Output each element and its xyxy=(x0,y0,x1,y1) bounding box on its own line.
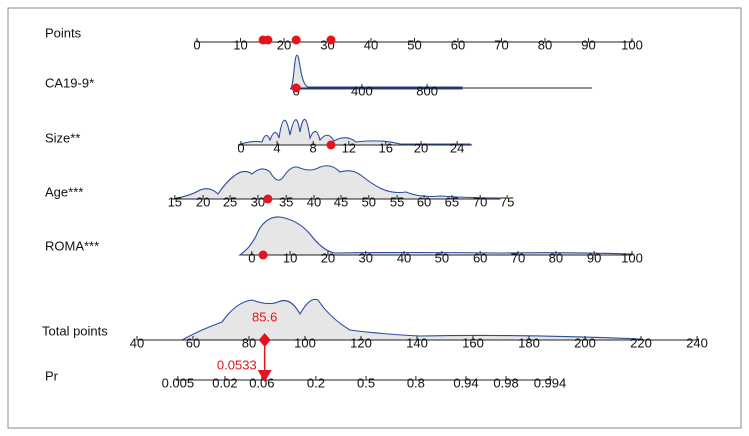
tick-label: 0.2 xyxy=(307,375,325,390)
row-label: Total points xyxy=(42,323,108,338)
tick-label: 65 xyxy=(445,194,459,209)
tick-label: 60 xyxy=(451,37,465,52)
tick-label: 70 xyxy=(494,37,508,52)
tick-label: 0.005 xyxy=(162,375,195,390)
tick-label: 80 xyxy=(549,250,563,265)
tick-label: 50 xyxy=(407,37,421,52)
tick-label: 0.994 xyxy=(534,375,567,390)
tick-label: 40 xyxy=(307,194,321,209)
tick-label: 50 xyxy=(362,194,376,209)
tick-label: 20 xyxy=(277,37,291,52)
tick-label: 40 xyxy=(364,37,378,52)
tick-label: 80 xyxy=(242,335,256,350)
tick-label: 0.02 xyxy=(212,375,237,390)
points-dot xyxy=(326,35,336,45)
tick-label: 80 xyxy=(538,37,552,52)
tick-label: 0.5 xyxy=(357,375,375,390)
tick-label: 70 xyxy=(511,250,525,265)
tick-label: 40 xyxy=(397,250,411,265)
tick-label: 16 xyxy=(379,140,393,155)
patient-dot xyxy=(326,140,336,150)
tick-label: 10 xyxy=(233,37,247,52)
tick-label: 0.98 xyxy=(493,375,518,390)
tick-label: 35 xyxy=(279,194,293,209)
tick-label: 10 xyxy=(283,250,297,265)
tick-label: 45 xyxy=(334,194,348,209)
tick-label: 25 xyxy=(223,194,237,209)
density-ca19-9 xyxy=(289,54,463,90)
tick-label: 20 xyxy=(414,140,428,155)
tick-label: 0 xyxy=(193,37,200,52)
total-marker xyxy=(258,333,271,347)
tick-label: 60 xyxy=(417,194,431,209)
tick-label: 160 xyxy=(462,335,484,350)
tick-label: 40 xyxy=(130,335,144,350)
tick-label: 180 xyxy=(518,335,540,350)
patient-dot xyxy=(291,83,301,93)
tick-label: 90 xyxy=(581,37,595,52)
probability-value-label: 0.0533 xyxy=(217,357,257,372)
row-label: Pr xyxy=(45,368,59,383)
tick-label: 70 xyxy=(473,194,487,209)
patient-dot xyxy=(258,250,268,260)
tick-label: 15 xyxy=(168,194,182,209)
row-label: ROMA*** xyxy=(45,238,99,253)
tick-label: 140 xyxy=(406,335,428,350)
frame xyxy=(7,7,742,429)
tick-label: 0 xyxy=(248,250,255,265)
tick-label: 60 xyxy=(473,250,487,265)
density-size xyxy=(237,118,471,146)
tick-label: 120 xyxy=(350,335,372,350)
tick-label: 8 xyxy=(310,140,317,155)
density-total xyxy=(179,298,641,341)
total-value-label: 85.6 xyxy=(252,309,277,324)
tick-label: 20 xyxy=(196,194,210,209)
tick-label: 220 xyxy=(630,335,652,350)
tick-label: 100 xyxy=(294,335,316,350)
tick-label: 240 xyxy=(686,335,708,350)
tick-label: 0.94 xyxy=(453,375,478,390)
tick-label: 20 xyxy=(321,250,335,265)
tick-label: 50 xyxy=(435,250,449,265)
tick-label: 0.8 xyxy=(407,375,425,390)
tick-label: 30 xyxy=(359,250,373,265)
tick-label: 0 xyxy=(237,140,244,155)
points-dot xyxy=(291,35,301,45)
tick-label: 0.06 xyxy=(249,375,274,390)
tick-label: 400 xyxy=(351,83,373,98)
row-label: Points xyxy=(45,25,82,40)
patient-dot xyxy=(263,194,273,204)
tick-label: 12 xyxy=(342,140,356,155)
row-label: CA19-9* xyxy=(45,75,94,90)
tick-label: 100 xyxy=(621,37,643,52)
points-dot xyxy=(258,35,268,45)
tick-label: 55 xyxy=(390,194,404,209)
density-age xyxy=(171,165,501,200)
tick-label: 90 xyxy=(587,250,601,265)
tick-label: 4 xyxy=(273,140,280,155)
tick-label: 24 xyxy=(450,140,464,155)
density-roma xyxy=(238,216,633,256)
row-label: Size** xyxy=(45,130,80,145)
tick-label: 60 xyxy=(186,335,200,350)
row-label: Age*** xyxy=(45,184,83,199)
tick-label: 30 xyxy=(251,194,265,209)
tick-label: 800 xyxy=(416,83,438,98)
tick-label: 200 xyxy=(574,335,596,350)
probability-marker xyxy=(257,370,272,382)
tick-label: 75 xyxy=(500,194,514,209)
tick-label: 100 xyxy=(621,250,643,265)
